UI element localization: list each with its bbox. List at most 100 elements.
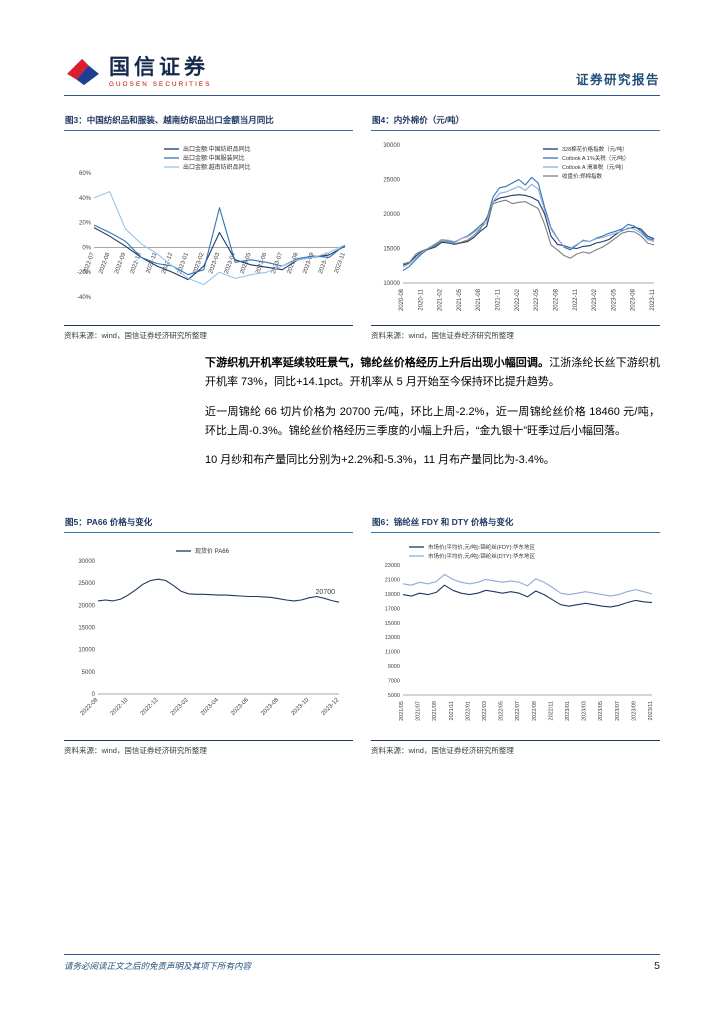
figure-row-1: 图3：中国纺织品和服装、越南纺织品出口金额当月同比 -40% -20% 0% 20% 4…	[64, 112, 660, 341]
figure-3-source: 资料来源：wind，国信证券经济研究所整理	[64, 325, 353, 341]
y-tick-label: 25000	[78, 581, 95, 587]
legend-label: 现货价 PA66	[195, 547, 230, 555]
x-tick-label: 2022/11	[548, 701, 554, 720]
legend-label: 出口金额:中国纺织品同比	[183, 145, 251, 153]
logo-icon	[67, 59, 99, 86]
footer-disclaimer: 请务必阅读正文之后的免责声明及其项下所有内容	[64, 961, 252, 971]
figure-4-title: 图4：内外棉价（元/吨）	[371, 112, 660, 131]
x-tick-label: 2023-03	[208, 251, 221, 274]
legend-label: 收盘价:郑棉指数	[562, 172, 603, 180]
x-tick-label: 2023/03	[582, 701, 588, 721]
y-tick-label: 10000	[78, 648, 95, 654]
y-tick-label: 25000	[383, 178, 400, 184]
y-tick-label: 20000	[383, 212, 400, 218]
page-footer: 请务必阅读正文之后的免责声明及其项下所有内容 5	[64, 954, 660, 972]
logo-text-block: 国信证券 GUOSEN SECURITIES	[109, 55, 212, 88]
y-tick-label: 7000	[388, 679, 400, 685]
y-tick-label: 9000	[388, 664, 400, 670]
legend-label: Cotlook A 滑准税（元/吨）	[562, 163, 627, 171]
legend-label: 出口金额:中国服装同比	[183, 154, 245, 162]
paragraph-3: 10 月纱和布产量同比分别为+2.2%和-5.3%，11 月布产量同比为-3.4…	[205, 454, 555, 466]
y-tick-label: 11000	[385, 650, 400, 656]
x-tick-label: 2022-09	[114, 251, 127, 274]
x-tick-label: 2021/11	[449, 701, 455, 720]
y-tick-label: 10000	[383, 281, 400, 287]
y-tick-label: 5000	[388, 693, 400, 699]
x-tick-label: 2021-02	[438, 288, 444, 311]
x-tick-label: 2022-11	[573, 288, 579, 310]
paragraph-1-bold: 下游织机开机率延续较旺景气，锦纶丝价格经历上升后出现小幅回调。	[205, 357, 550, 369]
figure-4-chart: 10000 15000 20000 25000 30000 2020-08 2020-11 2…	[383, 143, 656, 311]
x-tick-label: 2022/05	[499, 701, 505, 721]
y-tick-label: 20000	[78, 603, 95, 609]
y-tick-label: 0	[92, 692, 96, 698]
chart-series-line-0	[402, 194, 655, 266]
x-tick-label: 2023-11	[650, 288, 656, 310]
figure-5-title: 图5：PA66 价格与变化	[64, 514, 353, 533]
x-tick-label: 2023-08	[631, 288, 637, 311]
figure-3-title: 图3：中国纺织品和服装、越南纺织品出口金额当月同比	[64, 112, 353, 131]
y-tick-label: 15000	[385, 621, 400, 627]
y-tick-label: 15000	[383, 247, 400, 253]
x-tick-label: 2023-04	[224, 251, 237, 274]
x-tick-label: 2022-08	[98, 251, 111, 274]
x-tick-label: 2023-02	[170, 697, 190, 717]
y-tick-label: 15000	[78, 626, 95, 632]
page-number: 5	[654, 960, 660, 972]
x-tick-label: 2023-08	[260, 697, 280, 717]
figure-5-source: 资料来源：wind，国信证券经济研究所整理	[64, 740, 353, 756]
body-text: 下游织机开机率延续较旺景气，锦纶丝价格经历上升后出现小幅回调。江浙涤纶长丝下游织…	[205, 354, 660, 480]
x-tick-label: 2022-05	[534, 288, 540, 311]
paragraph-1-rest: 江浙涤纶长丝下游织机开机率 73%，同比+14.1pct。开机率从 5 月开始至…	[205, 357, 661, 389]
chart-series-line-0	[97, 578, 340, 603]
x-tick-label: 2022-10	[110, 697, 130, 717]
x-tick-label: 2022/01	[465, 701, 471, 721]
x-tick-label: 2021-11	[496, 288, 502, 310]
legend-label: 市场价(平均价,元/吨):锦纶丝(FDY):华东地区	[428, 543, 535, 551]
x-tick-label: 2022-08	[80, 697, 100, 717]
x-tick-label: 2022-07	[83, 251, 96, 274]
x-tick-label: 2021-08	[476, 288, 482, 311]
x-tick-label: 2023-11	[334, 251, 347, 274]
x-tick-label: 2022-10	[130, 251, 143, 274]
x-tick-label: 2023-06	[230, 697, 250, 717]
company-logo: 国信证券 GUOSEN SECURITIES	[64, 55, 212, 88]
y-tick-label: 30000	[383, 143, 400, 149]
y-tick-label: 17000	[385, 606, 400, 612]
figure-4-source: 资料来源：wind，国信证券经济研究所整理	[371, 325, 660, 341]
y-tick-label: 20%	[79, 221, 92, 227]
y-tick-label: 13000	[385, 635, 400, 641]
legend-label: 出口金额:越南纺织品同比	[183, 163, 251, 171]
logo-company-name-en: GUOSEN SECURITIES	[109, 81, 212, 88]
figure-row-2: 图5：PA66 价格与变化 0 5000 10000 15000 20000 25000 3…	[64, 514, 660, 756]
y-tick-label: 23000	[385, 563, 400, 569]
y-tick-label: -40%	[77, 295, 92, 301]
legend-label: 市场价(平均价,元/吨):锦纶丝(DTY):华东地区	[428, 552, 535, 560]
y-tick-label: 60%	[79, 171, 92, 177]
x-tick-label: 2023-05	[611, 288, 617, 311]
y-tick-label: 5000	[82, 670, 96, 676]
x-tick-label: 2022-08	[553, 288, 559, 311]
x-tick-label: 2021-05	[457, 288, 463, 311]
chart-series-line-2	[402, 183, 655, 268]
x-tick-label: 2023-06	[255, 251, 268, 274]
paragraph-1: 下游织机开机率延续较旺景气，锦纶丝价格经历上升后出现小幅回调。江浙涤纶长丝下游织…	[205, 354, 660, 393]
y-tick-label: 21000	[385, 577, 400, 583]
chart-series-line-1	[93, 207, 346, 276]
x-tick-label: 2023-04	[200, 697, 220, 717]
figure-5-chart: 0 5000 10000 15000 20000 25000 30000 2022-08 202…	[78, 547, 341, 717]
y-tick-label: 0%	[82, 245, 91, 251]
x-tick-label: 2023-12	[321, 697, 341, 717]
figure-6-source: 资料来源：wind，国信证券经济研究所整理	[371, 740, 660, 756]
chart-series-line-0	[402, 584, 653, 608]
chart-series-line-1	[402, 573, 653, 597]
x-tick-label: 2023/07	[615, 701, 621, 721]
figure-4: 图4：内外棉价（元/吨） 10000 15000 20000 25000 30000 20…	[371, 112, 660, 341]
logo-company-name: 国信证券	[109, 55, 209, 79]
y-tick-label: 40%	[79, 196, 92, 202]
x-tick-label: 2023/01	[565, 701, 571, 721]
x-tick-label: 2021/09	[432, 701, 438, 721]
paragraph-2: 近一周锦纶 66 切片价格为 20700 元/吨，环比上周-2.2%，近一周锦纶…	[205, 405, 660, 437]
data-label-annotation: 20700	[316, 589, 336, 596]
